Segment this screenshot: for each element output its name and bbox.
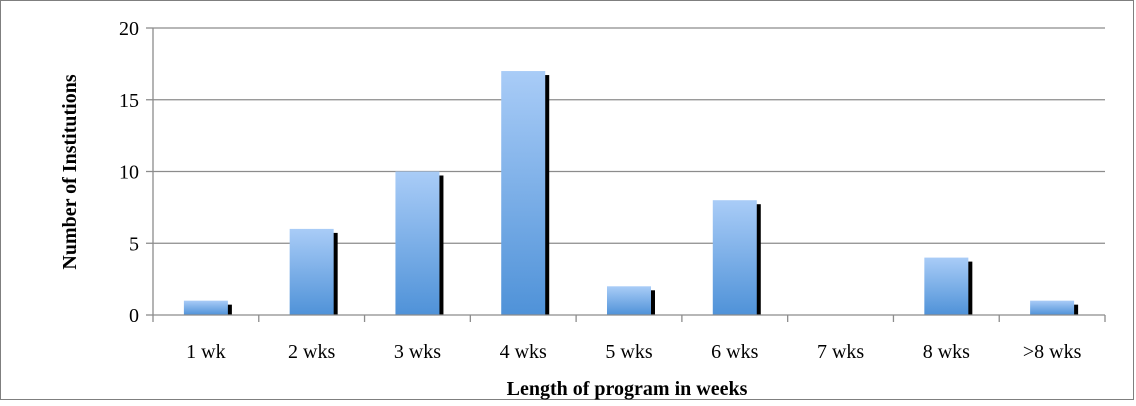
x-tick-label: 5 wks	[605, 341, 652, 363]
bar-shadow	[438, 175, 444, 315]
bar-shadow	[332, 232, 338, 315]
x-tick-label: 4 wks	[500, 341, 547, 363]
gridlines	[153, 27, 1105, 244]
bar-shadow	[1073, 304, 1079, 315]
x-tick-label: 2 wks	[288, 341, 335, 363]
bar	[289, 228, 334, 315]
bar	[183, 300, 228, 315]
y-tick-label: 20	[119, 18, 139, 40]
bar-shadow	[650, 290, 655, 315]
tick-labels: 0 5 10 15 20 1 wk 2 wks 3 wks 4 wks 5 wks 6 wks 7 w…	[119, 18, 1082, 363]
bar-shadow	[226, 304, 232, 315]
bar	[395, 171, 440, 315]
y-tick-label: 15	[119, 90, 139, 112]
y-tick-label: 5	[129, 233, 139, 255]
x-tick-label: 1 wk	[186, 341, 225, 363]
bar-shadow	[755, 204, 761, 315]
bar	[501, 71, 546, 315]
x-tick-label: 3 wks	[394, 341, 441, 363]
bar	[712, 200, 757, 315]
x-tick-label: 8 wks	[923, 341, 970, 363]
y-tick-label: 10	[119, 162, 139, 184]
y-axis-title: Number of Institutions	[59, 74, 81, 269]
x-tick-label: 7 wks	[817, 341, 864, 363]
bar	[607, 286, 651, 315]
x-tick-label: >8 wks	[1023, 341, 1082, 363]
bars	[183, 71, 1079, 315]
bar-shadow	[967, 261, 973, 315]
y-tick-label: 0	[129, 305, 139, 327]
bar	[1030, 300, 1075, 315]
x-axis-title: Length of program in weeks	[507, 378, 748, 400]
bar-shadow	[544, 75, 550, 315]
axes	[146, 27, 1106, 322]
bar	[924, 257, 969, 315]
x-tick-label: 6 wks	[711, 341, 758, 363]
